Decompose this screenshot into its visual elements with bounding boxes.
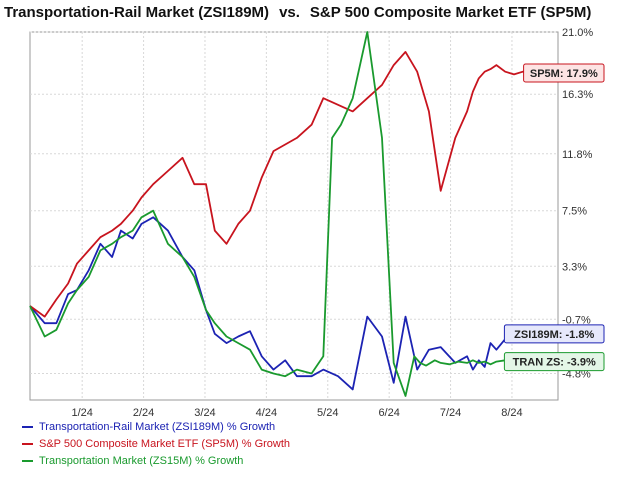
- legend-swatch-sp5m: [22, 442, 33, 445]
- legend-item-zsi189m: Transportation-Rail Market (ZSI189M) % G…: [22, 418, 290, 435]
- x-tick-label: 5/24: [317, 407, 338, 419]
- series-line-1: [29, 51, 559, 318]
- legend-label-sp5m: S&P 500 Composite Market ETF (SP5M) % Gr…: [39, 437, 291, 450]
- y-tick-label: 7.5%: [562, 206, 587, 218]
- y-tick-label: 11.8%: [562, 149, 593, 161]
- end-label-box-1: [523, 63, 605, 83]
- end-label-0: ZSI189M: -1.8%: [514, 329, 594, 341]
- chart-title: Transportation-Rail Market (ZSI189M) vs. S…: [4, 4, 616, 21]
- y-tick-label: 21.0%: [562, 27, 593, 39]
- legend-item-zs15m: Transportation Market (ZS15M) % Growth: [22, 452, 290, 469]
- x-tick-label: 6/24: [378, 407, 399, 419]
- x-tick-label: 4/24: [256, 407, 277, 419]
- y-tick-label: -0.7%: [562, 314, 591, 326]
- x-tick-label: 1/24: [71, 407, 92, 419]
- x-tick-label: 8/24: [501, 407, 522, 419]
- end-label-box-0: [503, 324, 605, 344]
- title-vs: vs.: [279, 4, 300, 21]
- end-label-box-2: [503, 352, 605, 372]
- end-label-1: SP5M: 17.9%: [530, 68, 598, 80]
- y-tick-label: -4.8%: [562, 369, 591, 381]
- y-tick-label: 16.3%: [562, 89, 593, 101]
- x-tick-label: 3/24: [194, 407, 215, 419]
- x-tick-label: 2/24: [133, 407, 154, 419]
- legend-label-zs15m: Transportation Market (ZS15M) % Growth: [39, 454, 244, 467]
- end-label-2: TRAN ZS: -3.9%: [513, 357, 596, 369]
- legend-swatch-zsi189m: [22, 425, 33, 428]
- series-line-2: [29, 31, 559, 397]
- title-right: S&P 500 Composite Market ETF (SP5M): [309, 4, 592, 21]
- x-tick-label: 7/24: [440, 407, 461, 419]
- legend-item-sp5m: S&P 500 Composite Market ETF (SP5M) % Gr…: [22, 435, 290, 452]
- plot-area: [29, 31, 559, 401]
- legend-swatch-zs15m: [22, 459, 33, 462]
- y-tick-label: 3.3%: [562, 261, 587, 273]
- title-left: Transportation-Rail Market (ZSI189M): [4, 4, 270, 21]
- legend: Transportation-Rail Market (ZSI189M) % G…: [22, 418, 290, 469]
- legend-label-zsi189m: Transportation-Rail Market (ZSI189M) % G…: [39, 420, 276, 433]
